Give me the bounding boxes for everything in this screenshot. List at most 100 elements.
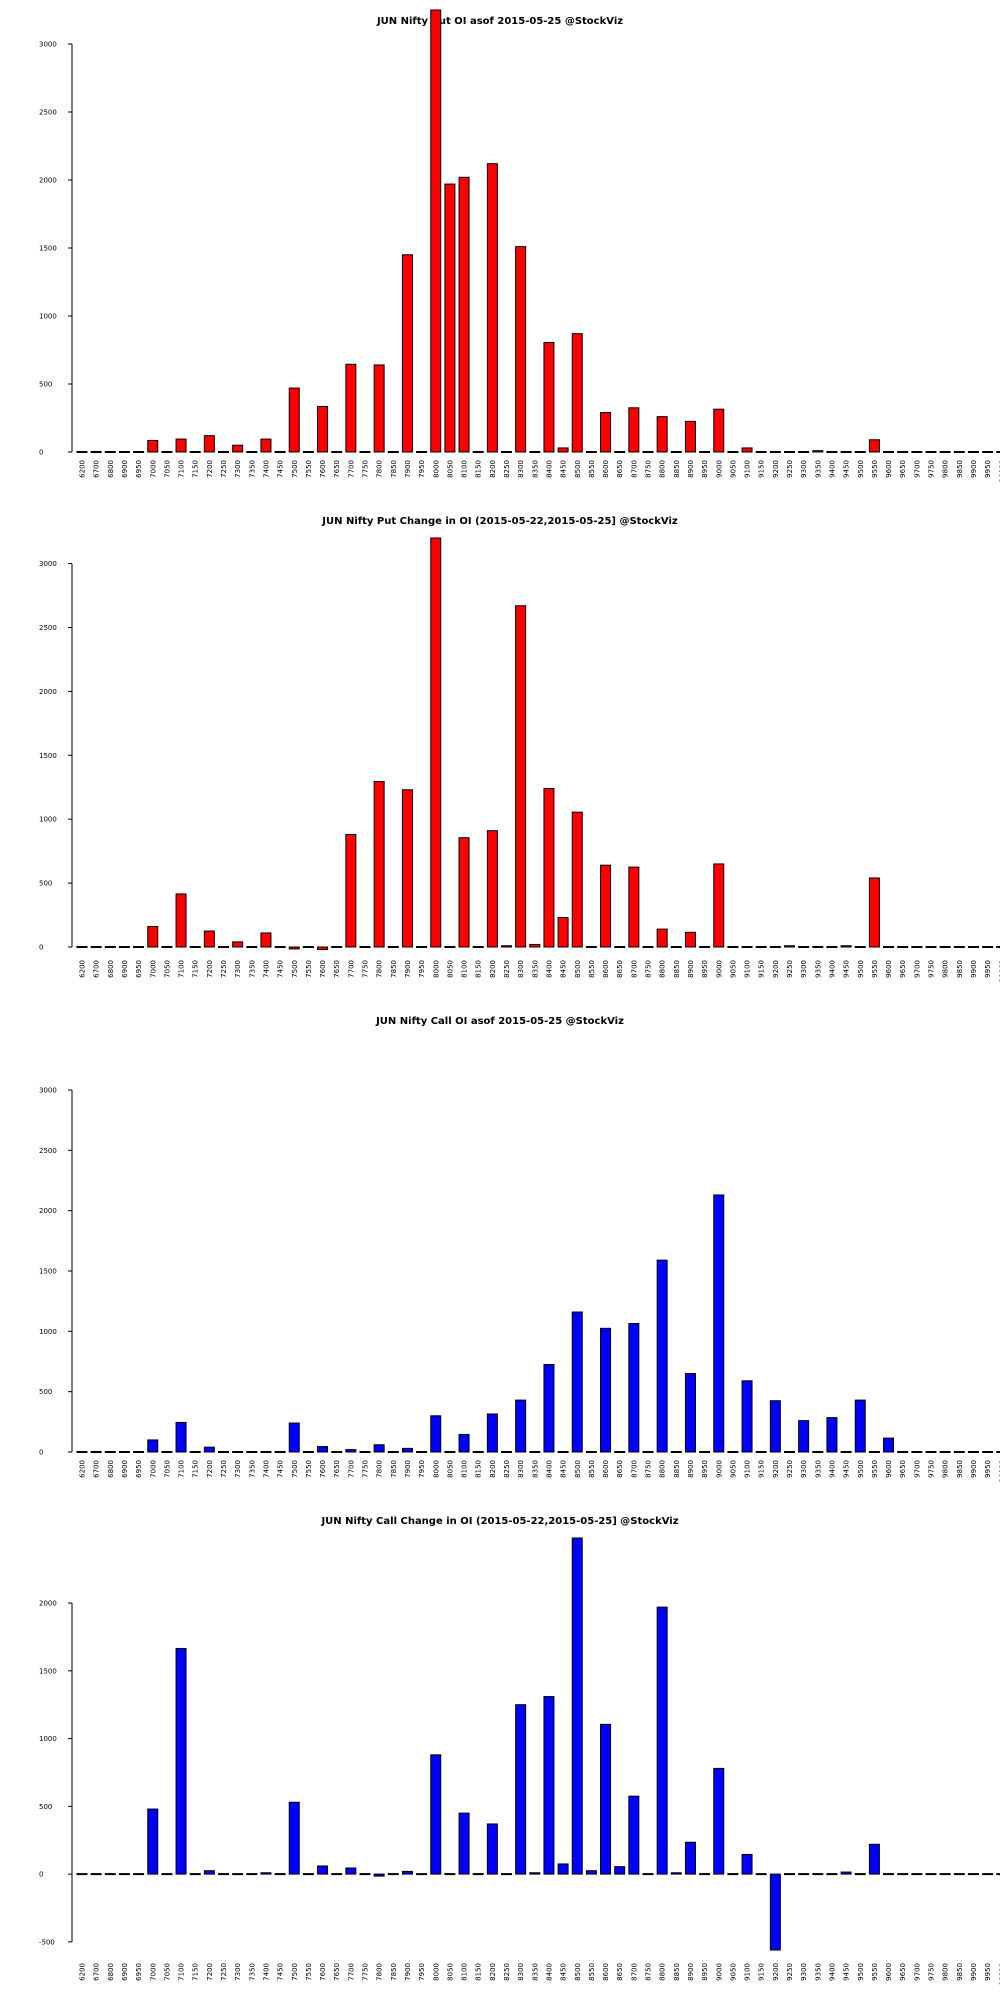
bar-strike-9600 [883, 946, 895, 948]
bar-strike-9900 [967, 1451, 979, 1453]
bar-strike-9850 [953, 451, 965, 453]
bar-strike-7800 [373, 364, 385, 453]
x-tick-label: 7400 [262, 960, 270, 978]
bar-strike-8550 [585, 946, 597, 948]
bar-strike-8450 [557, 1451, 569, 1453]
x-tick-label: 8650 [616, 1460, 624, 1478]
x-tick-label: 7200 [206, 1460, 214, 1478]
bar-strike-8100 [458, 1812, 470, 1875]
bar-strike-7850 [387, 1873, 399, 1876]
bar-strike-9050 [727, 946, 739, 948]
x-tick-label: 8200 [489, 460, 497, 478]
bar-strike-7250 [218, 1873, 229, 1876]
x-tick-label: 9950 [984, 1460, 992, 1478]
bar-strike-8000 [430, 537, 442, 948]
x-tick-label: 6950 [135, 960, 143, 978]
x-tick-label: 6800 [107, 1460, 115, 1478]
bar-strike-7950 [416, 451, 428, 453]
bar-strike-9700 [911, 451, 923, 453]
x-tick-label: 8750 [645, 1460, 653, 1478]
bar-strike-8100 [458, 176, 470, 453]
bar-strike-9550 [868, 1451, 880, 1453]
x-tick-label: 9750 [928, 1963, 936, 1981]
x-tick-label: 8400 [545, 460, 553, 478]
x-tick-label: 8450 [560, 960, 568, 978]
bar-strike-8600 [600, 1327, 612, 1453]
bar-strike-8200 [486, 163, 498, 453]
bar-strike-7300 [232, 1451, 244, 1453]
bar-strike-9500 [854, 451, 866, 453]
bar-strike-9200 [769, 1873, 781, 1951]
x-tick-label: 8650 [616, 460, 624, 478]
bar-strike-8500 [571, 1537, 583, 1875]
chart-title: JUN Nifty Put Change in OI (2015-05-22,2… [321, 516, 678, 527]
x-tick-label: 7900 [404, 460, 412, 478]
bar-strike-7050 [161, 1451, 173, 1453]
bar-strike-6700 [90, 1873, 102, 1876]
bar-strike-9000 [713, 1767, 725, 1875]
x-tick-label: 7750 [362, 460, 370, 478]
bar-strike-7700 [345, 1867, 357, 1875]
x-tick-label: 9400 [828, 1460, 836, 1478]
bar-strike-8500 [571, 1311, 583, 1453]
y-tick-label: -500 [39, 1938, 55, 1946]
bar-strike-8850 [670, 946, 682, 948]
x-tick-label: 9050 [729, 1460, 737, 1478]
x-tick-label: 9500 [857, 460, 865, 478]
x-tick-label: 8000 [432, 960, 440, 978]
bar-strike-6800 [104, 946, 116, 948]
bar-strike-7700 [345, 834, 357, 948]
x-tick-label: 9400 [828, 960, 836, 978]
x-tick-label: 9700 [913, 960, 921, 978]
bar-strike-7950 [416, 946, 428, 948]
x-tick-label: 9900 [970, 1963, 978, 1981]
bar-strike-8450 [557, 917, 569, 948]
x-tick-label: 9800 [942, 1460, 950, 1478]
bar-strike-8200 [486, 1823, 498, 1875]
x-tick-label: 8100 [461, 460, 469, 478]
x-tick-label: 7050 [163, 960, 171, 978]
bar-strike-9000 [713, 1194, 725, 1453]
x-tick-label: 9650 [899, 1963, 907, 1981]
x-tick-label: 8750 [645, 460, 653, 478]
bar-strike-8800 [656, 416, 668, 453]
x-tick-label: 7550 [305, 1460, 313, 1478]
x-tick-label: 8600 [602, 1460, 610, 1478]
bar-strike-9800 [939, 1451, 951, 1453]
bar-strike-9100 [741, 1380, 753, 1453]
bar-strike-8100 [458, 837, 470, 948]
bar-strike-9350 [812, 946, 824, 948]
x-tick-label: 8650 [616, 960, 624, 978]
chart-panel-4: JUN Nifty Call Change in OI (2015-05-22,… [39, 1516, 1000, 1985]
bar-strike-8500 [571, 333, 583, 453]
bar-strike-9850 [953, 1873, 965, 1876]
bar-strike-9900 [967, 1873, 979, 1876]
x-tick-label: 7600 [319, 1963, 327, 1981]
x-tick-label: 8300 [517, 460, 525, 478]
x-tick-label: 8200 [489, 960, 497, 978]
bar-strike-9400 [826, 1873, 838, 1876]
x-tick-label: 9450 [843, 1963, 851, 1981]
x-tick-label: 7350 [248, 1963, 256, 1981]
x-tick-label: 7350 [248, 1460, 256, 1478]
x-tick-label: 7650 [333, 1963, 341, 1981]
x-tick-label: 8900 [687, 1963, 695, 1981]
y-tick-label: 1500 [39, 1667, 57, 1675]
x-tick-label: 10000 [998, 1963, 1000, 1985]
bar-strike-9650 [897, 1451, 909, 1453]
bar-strike-7150 [189, 946, 201, 948]
bar-strike-7600 [317, 1446, 329, 1453]
bar-strike-6700 [90, 451, 102, 453]
x-tick-label: 7950 [418, 960, 426, 978]
bar-strike-9600 [883, 451, 895, 453]
x-tick-label: 9800 [942, 460, 950, 478]
bar-strike-9600 [883, 1437, 895, 1453]
x-tick-label: 9350 [814, 1460, 822, 1478]
bar-strike-8900 [684, 420, 696, 453]
x-tick-label: 9200 [772, 960, 780, 978]
x-tick-label: 8700 [630, 1460, 638, 1478]
x-tick-label: 9750 [928, 460, 936, 478]
chart-panel-1: JUN Nifty Put OI asof 2015-05-25 @StockV… [39, 9, 1000, 482]
bar-strike-9700 [911, 1451, 923, 1453]
x-tick-label: 8250 [503, 1963, 511, 1981]
